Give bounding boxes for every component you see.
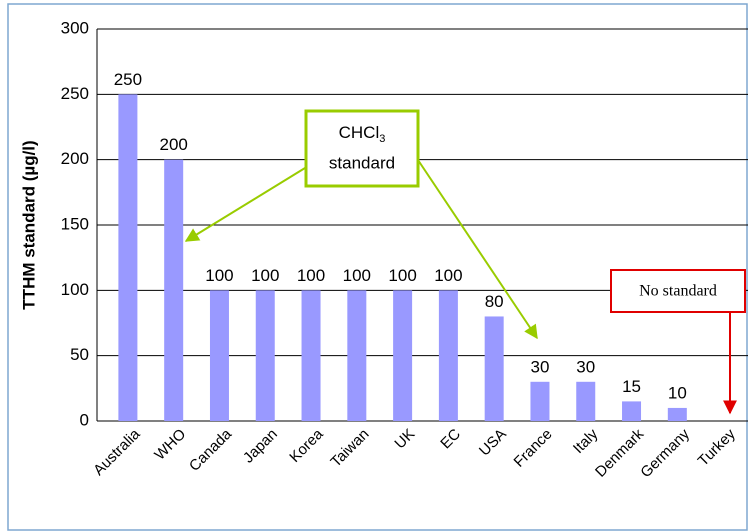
x-tick-label: Turkey (695, 425, 739, 469)
x-tick-label: Germany (637, 425, 693, 481)
y-tick-label: 150 (61, 214, 89, 233)
bar (667, 407, 687, 421)
bar (164, 159, 184, 421)
x-tick-label: Korea (286, 425, 327, 466)
y-tick-label: 100 (61, 280, 89, 299)
data-label: 15 (622, 377, 641, 396)
bar (255, 290, 275, 421)
data-label: 30 (531, 357, 550, 376)
bar (209, 290, 229, 421)
y-tick-label: 300 (61, 18, 89, 37)
y-tick-label: 0 (80, 410, 89, 429)
arrow (184, 167, 306, 242)
x-tick-label: UK (391, 426, 418, 453)
x-tick-label: USA (476, 426, 510, 460)
data-label: 100 (297, 266, 325, 285)
annotation-text: No standard (639, 283, 717, 300)
x-tick-label: France (511, 426, 556, 471)
arrow (417, 159, 538, 340)
data-label: 80 (485, 292, 504, 311)
bar (622, 401, 642, 421)
x-tick-label: Australia (90, 425, 144, 479)
x-tick-label: WHO (151, 426, 189, 464)
y-tick-label: 50 (70, 345, 89, 364)
x-tick-label: Canada (186, 425, 236, 475)
data-label: 100 (343, 266, 371, 285)
annotation-text: standard (329, 153, 395, 172)
y-tick-label: 250 (61, 84, 89, 103)
bar (301, 290, 321, 421)
subscript: 3 (379, 133, 385, 145)
bar (484, 316, 504, 421)
x-tick-label: EC (437, 426, 464, 453)
bar (393, 290, 413, 421)
annotation-box (304, 109, 420, 188)
bar (347, 290, 367, 421)
x-tick-label: Italy (570, 425, 602, 457)
bar (530, 381, 550, 421)
y-axis-label: TTHM standard (µg/l) (19, 140, 38, 309)
chcl3-annotation: CHCl3 standard (184, 109, 538, 340)
data-label: 100 (388, 266, 416, 285)
frame (7, 3, 748, 531)
data-label: 250 (114, 70, 142, 89)
no-standard-annotation: No standard (610, 269, 746, 415)
annotation-text: CHCl3 (339, 123, 386, 144)
data-label: 30 (576, 357, 595, 376)
data-label: 100 (205, 266, 233, 285)
bar (576, 381, 596, 421)
x-tick-label: Taiwan (327, 426, 372, 471)
annotation-box (610, 269, 746, 313)
data-label: 200 (159, 135, 187, 154)
data-label: 10 (668, 383, 687, 402)
formula: CHCl (339, 123, 380, 142)
data-label: 100 (434, 266, 462, 285)
x-tick-label: Japan (240, 426, 281, 467)
y-tick-label: 200 (61, 149, 89, 168)
data-label: 100 (251, 266, 279, 285)
bar (438, 290, 458, 421)
bar (118, 94, 138, 421)
